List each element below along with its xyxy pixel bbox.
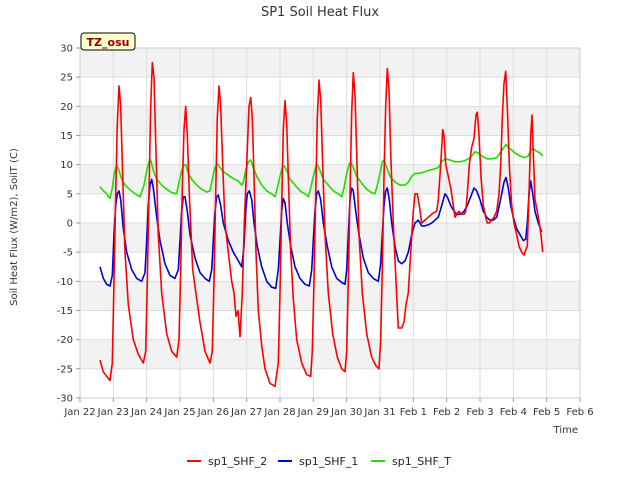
series-line-sp1_SHF_T [99,143,544,200]
x-tick-label: Jan 25 [163,407,195,418]
grid-band [80,223,580,253]
y-axis-ticks: 30 25 20 15 10 5 0 -5 -10 -15 -20 -25 -30 [57,44,80,405]
x-tick-label: Jan 31 [363,407,395,418]
y-tick-label: -20 [57,335,73,346]
x-tick-label: Feb 5 [533,407,560,418]
grid-band [80,106,580,136]
y-tick-label: -25 [57,364,73,375]
x-tick-label: Feb 1 [400,407,427,418]
series-line-sp1_SHF_1 [99,176,543,290]
station-badge-box [80,32,136,51]
x-tick-label: Jan 30 [330,407,362,418]
x-tick-label: Feb 6 [566,407,593,418]
x-tick-label: Feb 3 [466,407,493,418]
x-tick-label: Jan 26 [197,407,229,418]
y-tick-label: -30 [57,394,73,405]
x-tick-label: Jan 23 [97,407,129,418]
legend-label: sp1_SHF_1 [299,455,358,468]
x-tick-label: Feb 2 [433,407,460,418]
x-tick-label: Jan 24 [130,407,162,418]
grid-bands [80,48,580,369]
x-axis-label: Time [553,425,578,436]
station-badge-text: TZ_osu [87,36,130,49]
x-tick-label: Jan 28 [263,407,295,418]
y-tick-label: 30 [60,44,73,55]
y-tick-label: 20 [60,102,73,113]
x-tick-label: Jan 27 [230,407,262,418]
y-tick-label: 15 [60,131,73,142]
series-layer [99,61,544,388]
y-tick-label: 25 [60,73,73,84]
y-axis-label: Soil Heat Flux (W/m2), SoilT (C) [9,148,20,306]
station-badge: TZ_osu [80,32,136,51]
y-tick-label: -15 [57,306,73,317]
y-tick-label: -5 [63,248,73,259]
chart-title: SP1 Soil Heat Flux [261,5,379,20]
legend-label: sp1_SHF_2 [208,455,267,468]
y-tick-label: 5 [67,189,73,200]
grid-band [80,164,580,194]
x-axis-ticks: Jan 22 Jan 23 Jan 24 Jan 25 Jan 26 Jan 27 Jan … [63,398,594,418]
y-tick-label: 10 [60,160,73,171]
x-tick-label: Jan 29 [297,407,329,418]
grid-band [80,339,580,369]
series-line-sp1_SHF_2 [99,61,544,388]
y-tick-label: 0 [67,219,73,230]
legend: sp1_SHF_2 sp1_SHF_1 sp1_SHF_T [187,455,451,468]
y-tick-label: -10 [57,277,73,288]
grid-band [80,48,580,78]
x-tick-label: Feb 4 [500,407,527,418]
x-tick-label: Jan 22 [63,407,95,418]
legend-label: sp1_SHF_T [392,455,451,468]
